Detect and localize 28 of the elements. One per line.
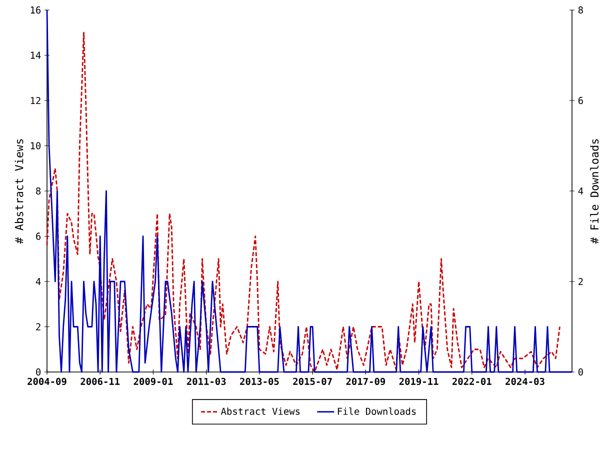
x-tick-label: 2013-05 [240, 378, 279, 386]
legend-label: Abstract Views [220, 408, 300, 415]
x-tick-label: 2015-07 [293, 378, 332, 386]
y-tick-label: 14 [30, 52, 41, 59]
legend-label: File Downloads [338, 408, 416, 415]
y-tick-label: 8 [36, 187, 41, 195]
x-tick-label: 2024-03 [506, 378, 544, 386]
x-tick-label: 2004-09 [28, 378, 66, 386]
y-tick-label: 0 [36, 368, 41, 376]
x-tick-label: 2022-01 [452, 378, 492, 386]
y-tick-label: 12 [30, 96, 40, 104]
y2-axis-title: # File Downloads [590, 139, 599, 244]
y2-tick-label: 8 [578, 6, 583, 14]
y2-tick-label: 2 [578, 278, 583, 286]
y-tick-label: 10 [30, 142, 41, 150]
y2-tick-label: 6 [578, 96, 583, 104]
y-axis-title: # Abstract Views [14, 139, 24, 244]
y2-tick-label: 4 [578, 188, 584, 194]
x-tick-label: 2011-03 [186, 378, 226, 386]
y2-tick-label: 0 [578, 368, 583, 376]
y-tick-label: 6 [36, 232, 41, 240]
x-tick-label: 2006-11 [80, 378, 120, 386]
y-tick-label: 4 [36, 278, 41, 285]
y-tick-label: 16 [30, 6, 41, 14]
x-tick-label: 2019-11 [399, 378, 438, 386]
x-tick-label: 2017-09 [346, 378, 386, 386]
x-tick-label: 2009-01 [134, 378, 173, 386]
y-tick-label: 2 [36, 323, 40, 330]
